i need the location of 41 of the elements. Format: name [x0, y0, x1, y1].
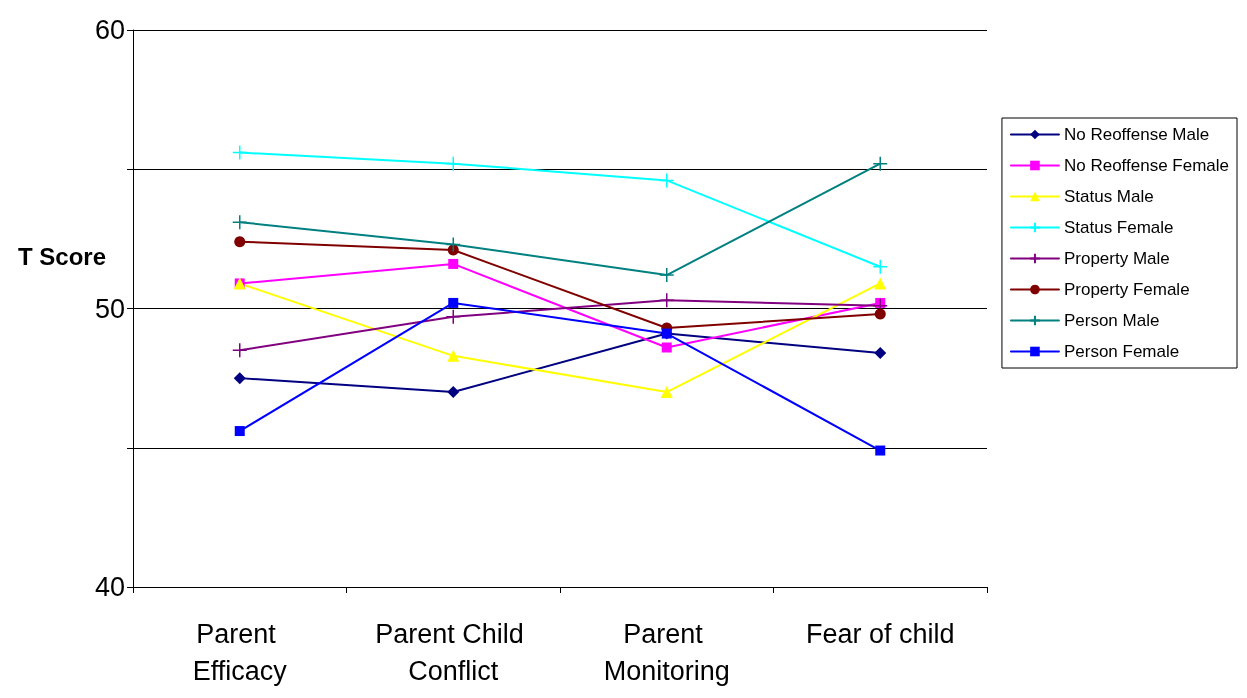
legend-label: Status Female	[1063, 218, 1174, 237]
y-axis-title: T Score	[18, 242, 107, 270]
point	[874, 308, 886, 320]
legend-label: Status Male	[1063, 187, 1154, 206]
point	[448, 297, 459, 308]
point	[234, 426, 245, 437]
y-tick-label: 60	[94, 15, 125, 45]
point	[233, 372, 246, 385]
point	[232, 144, 248, 161]
x-tick-label: Parent Child Conflict	[375, 618, 532, 686]
point	[661, 342, 672, 353]
point	[232, 342, 248, 359]
y-tick-label: 40	[94, 572, 125, 602]
point	[232, 214, 248, 230]
point	[872, 155, 888, 172]
point	[659, 267, 675, 283]
legend-label: Property Male	[1063, 249, 1170, 268]
point	[660, 386, 673, 399]
point	[448, 258, 459, 269]
legend-label: Property Female	[1063, 280, 1190, 299]
point	[875, 445, 886, 456]
point	[447, 386, 460, 399]
point	[234, 236, 246, 248]
point	[872, 258, 888, 275]
point	[447, 349, 460, 362]
point	[659, 172, 675, 189]
point	[874, 277, 887, 290]
legend-label: Person Female	[1063, 342, 1180, 361]
legend-label: Person Male	[1063, 311, 1160, 330]
x-tick-label: Parent Efficacy	[192, 618, 288, 686]
x-tick-label: Fear of child	[805, 618, 955, 649]
point	[445, 155, 461, 172]
point	[445, 309, 461, 325]
x-tick-label: Parent Monitoring	[603, 618, 730, 686]
point	[447, 244, 459, 256]
y-tick-label: 50	[94, 293, 125, 324]
point	[659, 292, 675, 308]
point	[445, 236, 461, 253]
legend-label: No Reoffense Female	[1063, 156, 1230, 175]
point	[874, 347, 887, 360]
legend-label: No Reoffense Male	[1063, 125, 1210, 144]
